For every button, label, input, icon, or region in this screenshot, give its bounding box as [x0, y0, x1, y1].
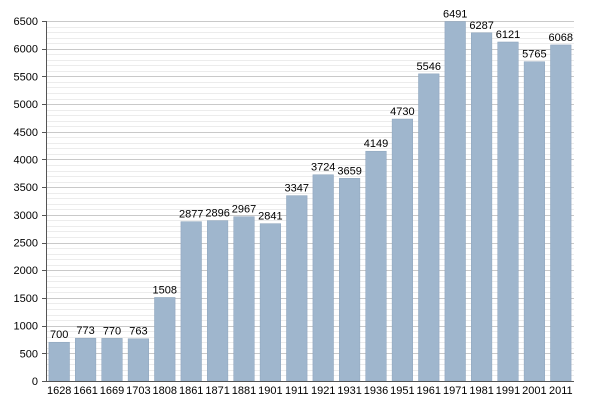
data-label-1951: 4730 [390, 106, 414, 118]
x-tick-label: 1861 [179, 385, 203, 397]
data-label-1911: 3347 [285, 183, 309, 195]
x-tick-label: 2011 [549, 385, 573, 397]
x-tick-label: 1981 [469, 385, 493, 397]
x-tick-label: 1971 [443, 385, 467, 397]
axes: 0 500 1000 1500 2000 2500 3000 3500 4000 4500 5000… [14, 16, 574, 397]
bar-1871 [207, 220, 229, 382]
data-label-2001: 5765 [522, 49, 546, 61]
bar-1669 [101, 338, 123, 382]
y-tick-label: 3500 [14, 182, 38, 194]
x-tick-label: 1881 [232, 385, 256, 397]
data-label-1703: 763 [129, 326, 147, 338]
y-tick-label: 0 [32, 376, 38, 388]
data-label-1931: 3659 [337, 165, 361, 177]
bar-1808 [154, 297, 176, 382]
y-tick-label: 2000 [14, 265, 38, 277]
x-tick-label: 1936 [364, 385, 388, 397]
bar-1981 [471, 32, 493, 382]
x-tick-label: 1669 [100, 385, 124, 397]
y-tick-label: 6500 [14, 16, 38, 28]
y-tick-label: 1500 [14, 293, 38, 305]
data-label-1971: 6491 [443, 8, 467, 20]
data-label-1628: 700 [50, 329, 68, 341]
x-tick-label: 1871 [205, 385, 229, 397]
x-tick-label: 2001 [522, 385, 546, 397]
data-label-1808: 1508 [153, 284, 177, 296]
data-label-1981: 6287 [469, 20, 493, 32]
x-tick-label: 1661 [73, 385, 97, 397]
bar-1661 [75, 337, 97, 382]
bar-1921 [312, 174, 334, 382]
y-tick-label: 6000 [14, 44, 38, 56]
bar-1703 [127, 338, 149, 382]
bar-1971 [444, 21, 466, 382]
data-label-1861: 2877 [179, 209, 203, 221]
x-tick-label: 1921 [311, 385, 335, 397]
bar-2001 [523, 61, 545, 382]
y-tick-label: 2500 [14, 238, 38, 250]
bar-1936 [365, 150, 387, 382]
bars [48, 21, 572, 382]
x-tick-label: 1628 [47, 385, 71, 397]
y-tick-label: 1000 [14, 321, 38, 333]
data-label-1991: 6121 [496, 29, 520, 41]
grid-lines [46, 21, 574, 376]
bar-1911 [286, 195, 308, 382]
x-tick-label: 1951 [390, 385, 414, 397]
data-label-2011: 6068 [549, 32, 573, 44]
bar-1961 [418, 73, 440, 382]
y-tick-label: 500 [20, 348, 38, 360]
bar-1951 [391, 118, 413, 382]
data-label-1669: 770 [103, 325, 121, 337]
data-label-1871: 2896 [205, 208, 229, 220]
data-label-1961: 5546 [417, 61, 441, 73]
y-tick-label: 5500 [14, 71, 38, 83]
x-tick-label: 1991 [496, 385, 520, 397]
bar-1931 [339, 178, 361, 382]
x-tick-label: 1931 [337, 385, 361, 397]
x-tick-label: 1901 [258, 385, 282, 397]
y-tick-label: 4000 [14, 154, 38, 166]
data-label-1881: 2967 [232, 204, 256, 216]
x-tick-label: 1808 [153, 385, 177, 397]
bar-1881 [233, 216, 255, 382]
data-label-1661: 773 [76, 325, 94, 337]
bar-2011 [550, 44, 572, 382]
data-label-1936: 4149 [364, 138, 388, 150]
x-tick-label: 1961 [417, 385, 441, 397]
bar-1861 [180, 221, 202, 382]
bar-1991 [497, 41, 519, 382]
data-label-1921: 3724 [311, 162, 335, 174]
y-tick-label: 5000 [14, 99, 38, 111]
x-tick-label: 1911 [285, 385, 309, 397]
bar-1901 [259, 223, 281, 382]
data-label-1901: 2841 [258, 211, 282, 223]
y-tick-label: 3000 [14, 210, 38, 222]
y-tick-label: 4500 [14, 127, 38, 139]
bar-1628 [48, 341, 70, 382]
x-tick-label: 1703 [126, 385, 150, 397]
